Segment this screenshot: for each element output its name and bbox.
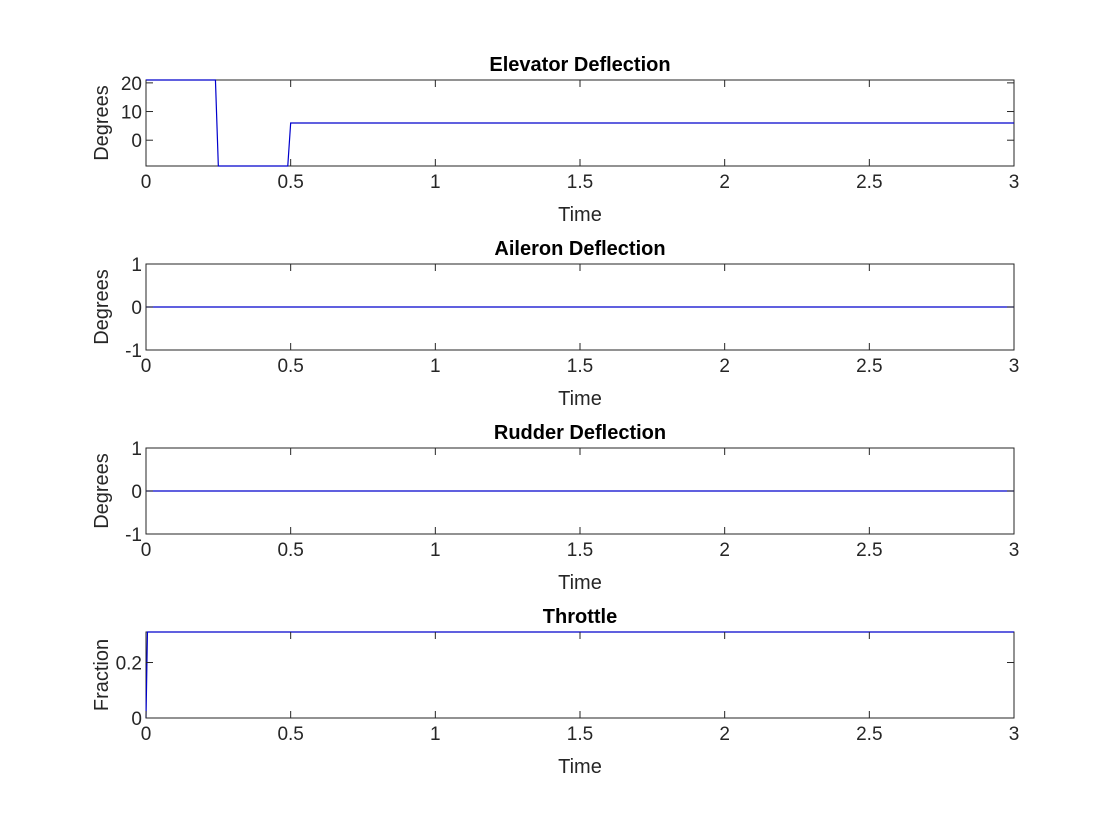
- y-axis-label: Fraction: [91, 639, 113, 711]
- y-axis-label: Degrees: [91, 85, 113, 161]
- x-tick-label: 1.5: [567, 540, 593, 561]
- y-tick-label: 0: [131, 482, 142, 503]
- x-tick-label: 1.5: [567, 724, 593, 745]
- x-axis-label: Time: [558, 204, 602, 226]
- x-axis-label: Time: [558, 756, 602, 778]
- plot-area: [145, 631, 1015, 719]
- y-tick-label: -1: [125, 341, 142, 362]
- y-tick-label: 0: [131, 709, 142, 730]
- x-tick-label: 2: [719, 172, 730, 193]
- x-tick-label: 0.5: [277, 724, 303, 745]
- x-tick-label: 0: [141, 540, 152, 561]
- subplot-1: 0 0.5 1 1.5 2 2.5 3 0 10 20 Elevator Deflection Tim…: [91, 54, 1019, 226]
- x-tick-label: 0.5: [277, 356, 303, 377]
- x-tick-label: 1: [430, 540, 441, 561]
- x-tick-label: 1: [430, 356, 441, 377]
- x-axis-label: Time: [558, 572, 602, 594]
- y-tick-label: 10: [121, 103, 142, 124]
- y-tick-label: -1: [125, 525, 142, 546]
- x-tick-label: 2: [719, 540, 730, 561]
- x-tick-label: 2: [719, 724, 730, 745]
- y-tick-label: 1: [131, 255, 142, 276]
- x-tick-label: 2.5: [856, 172, 882, 193]
- x-tick-label: 3: [1009, 540, 1020, 561]
- y-axis-label: Degrees: [91, 453, 113, 529]
- chart-title: Rudder Deflection: [494, 422, 666, 444]
- x-tick-label: 0.5: [277, 540, 303, 561]
- x-tick-label: 0: [141, 724, 152, 745]
- x-tick-label: 2.5: [856, 356, 882, 377]
- x-tick-label: 1.5: [567, 356, 593, 377]
- y-tick-label: 1: [131, 439, 142, 460]
- chart-title: Aileron Deflection: [494, 238, 665, 260]
- x-tick-label: 2.5: [856, 540, 882, 561]
- x-tick-label: 0.5: [277, 172, 303, 193]
- x-tick-label: 0: [141, 356, 152, 377]
- y-tick-label: 0: [131, 131, 142, 152]
- y-axis-label: Degrees: [91, 269, 113, 345]
- y-tick-label: 20: [121, 74, 142, 95]
- x-tick-label: 3: [1009, 172, 1020, 193]
- chart-title: Elevator Deflection: [489, 54, 670, 76]
- subplot-4: 0 0.5 1 1.5 2 2.5 3 0 0.2 Throttle Time Fraction: [91, 606, 1019, 778]
- x-tick-label: 0: [141, 172, 152, 193]
- x-tick-label: 3: [1009, 356, 1020, 377]
- x-tick-label: 3: [1009, 724, 1020, 745]
- x-tick-label: 1.5: [567, 172, 593, 193]
- x-axis-label: Time: [558, 388, 602, 410]
- x-tick-label: 2: [719, 356, 730, 377]
- y-tick-label: 0: [131, 298, 142, 319]
- chart-title: Throttle: [543, 606, 617, 628]
- x-tick-label: 1: [430, 172, 441, 193]
- y-tick-label: 0.2: [116, 654, 142, 675]
- series-line: [146, 79, 1014, 167]
- x-tick-label: 2.5: [856, 724, 882, 745]
- x-tick-label: 1: [430, 724, 441, 745]
